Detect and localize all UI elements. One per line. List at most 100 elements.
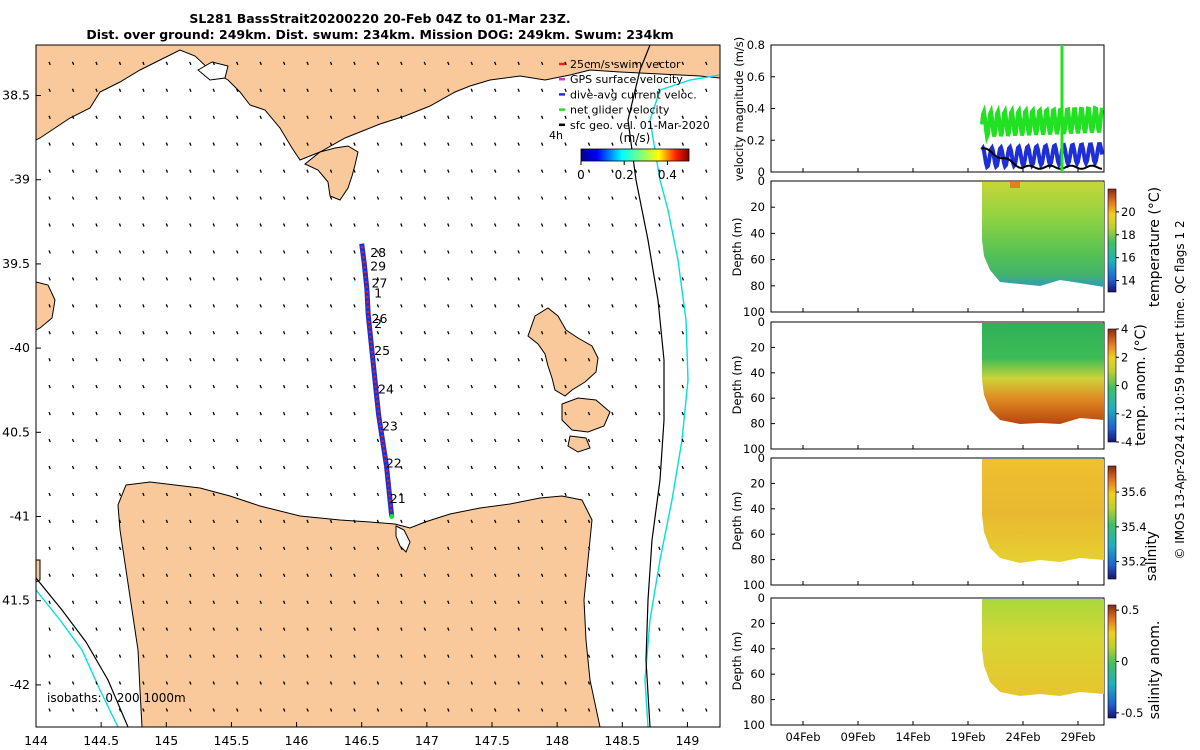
- depth-tick-label: 80: [750, 279, 765, 293]
- velocity-vector: [95, 384, 98, 389]
- salinity-colorbar: [1107, 465, 1117, 580]
- velocity-vector: [259, 223, 262, 227]
- velocity-vector: [259, 196, 262, 200]
- velocity-vector: [118, 304, 122, 308]
- velocity-vector: [447, 357, 450, 362]
- velocity-vector: [165, 546, 169, 551]
- velocity-vector: [189, 492, 192, 497]
- velocity-vector: [236, 411, 239, 416]
- salinity-cbar-label: salinity: [1144, 531, 1160, 581]
- velocity-vector: [236, 223, 239, 227]
- velocity-vector: [494, 627, 497, 631]
- velocity-vector: [212, 169, 215, 173]
- velocity-vector: [329, 169, 333, 173]
- velocity-vector: [95, 88, 98, 93]
- velocity-vector: [400, 600, 403, 604]
- velocity-vector: [658, 250, 661, 254]
- velocity-vector: [329, 438, 333, 443]
- velocity-vector: [705, 223, 708, 227]
- velocity-vector: [611, 492, 614, 497]
- velocity-vector: [306, 600, 309, 604]
- figure-title-line2: Dist. over ground: 249km. Dist. swum: 23…: [86, 27, 674, 42]
- velocity-vector: [142, 438, 145, 443]
- velocity-vector: [376, 573, 380, 578]
- velocity-vector: [118, 384, 122, 389]
- velocity-vector: [189, 411, 192, 416]
- flinders-island: [527, 307, 599, 397]
- velocity-vector: [376, 546, 380, 551]
- velocity-vector: [165, 277, 169, 281]
- velocity-vector: [540, 384, 544, 389]
- velocity-vector: [540, 88, 544, 93]
- velocity-vector: [189, 600, 192, 604]
- map-panel: 144 144.5 145 145.5 146 146.5 147 147.5 148 148.5…: [2, 44, 721, 748]
- velocity-vector: [634, 519, 638, 524]
- velocity-vector: [587, 331, 591, 335]
- velocity-vector: [118, 600, 122, 604]
- velocity-vector: [681, 223, 685, 227]
- velocity-vector: [564, 169, 567, 173]
- depth-tick-label: 20: [750, 200, 765, 214]
- velocity-vector: [282, 277, 286, 281]
- velocity-vector: [658, 681, 661, 685]
- velocity-vector: [564, 223, 567, 227]
- velocity-vector: [494, 573, 497, 578]
- velocity-vector: [705, 196, 708, 200]
- velocity-vector: [447, 142, 450, 146]
- velocity-vector: [611, 411, 614, 416]
- velocity-vector: [189, 142, 192, 146]
- velocity-vector: [494, 115, 497, 119]
- velocity-vector: [540, 115, 544, 119]
- depth-tick-label: 20: [750, 476, 765, 490]
- velocity-vector: [259, 169, 262, 173]
- velocity-vector: [71, 681, 75, 685]
- velocity-vector: [658, 438, 661, 443]
- velocity-vector: [189, 357, 192, 362]
- velocity-vector: [329, 519, 333, 524]
- date-axis-ticks: 04Feb 09Feb 14Feb 19Feb 24Feb 29Feb: [786, 168, 1096, 744]
- velocity-vector: [540, 61, 544, 66]
- velocity-vector: [95, 61, 98, 66]
- velocity-vector: [681, 304, 685, 308]
- velocity-vector: [376, 357, 380, 362]
- velocity-vector: [306, 331, 309, 335]
- velocity-vector: [329, 223, 333, 227]
- velocity-vector: [376, 438, 380, 443]
- velocity-vector: [329, 142, 333, 146]
- velocity-vector: [329, 492, 333, 497]
- colorbar-tick-label: -0.5: [1121, 706, 1143, 720]
- velocity-vector: [48, 115, 51, 119]
- velocity-vector: [259, 88, 262, 93]
- velocity-vector: [517, 519, 520, 524]
- velocity-vector: [564, 600, 567, 604]
- isobath-200m-east: [644, 74, 720, 727]
- velocity-vector: [634, 142, 638, 146]
- velocity-vector: [71, 573, 75, 578]
- velocity-vector: [259, 61, 262, 66]
- velocity-vector: [611, 384, 614, 389]
- velocity-vector: [540, 573, 544, 578]
- map-x-tick-label: 146.5: [344, 733, 380, 748]
- velocity-vector: [165, 169, 169, 173]
- velocity-vector: [400, 627, 403, 631]
- velocity-vector: [189, 250, 192, 254]
- velocity-vector: [142, 465, 145, 470]
- temperature-colorbar: [1107, 188, 1117, 293]
- velocity-vector: [236, 88, 239, 93]
- velocity-vector: [142, 600, 145, 604]
- velocity-vector: [48, 223, 51, 227]
- velocity-vector: [212, 384, 215, 389]
- track-start-marker: [389, 514, 395, 520]
- velocity-vector: [142, 304, 145, 308]
- velocity-vector: [400, 304, 403, 308]
- velocity-vector: [142, 88, 145, 93]
- velocity-vector: [705, 627, 708, 631]
- velocity-vector: [329, 546, 333, 551]
- velocity-vector: [587, 384, 591, 389]
- velocity-vector: [165, 331, 169, 335]
- velocity-vector: [306, 573, 309, 578]
- map-x-tick-label: 145: [154, 733, 178, 748]
- velocity-vector: [212, 546, 215, 551]
- velocity-vector: [611, 573, 614, 578]
- colorbar-tick-label: 18: [1121, 228, 1136, 242]
